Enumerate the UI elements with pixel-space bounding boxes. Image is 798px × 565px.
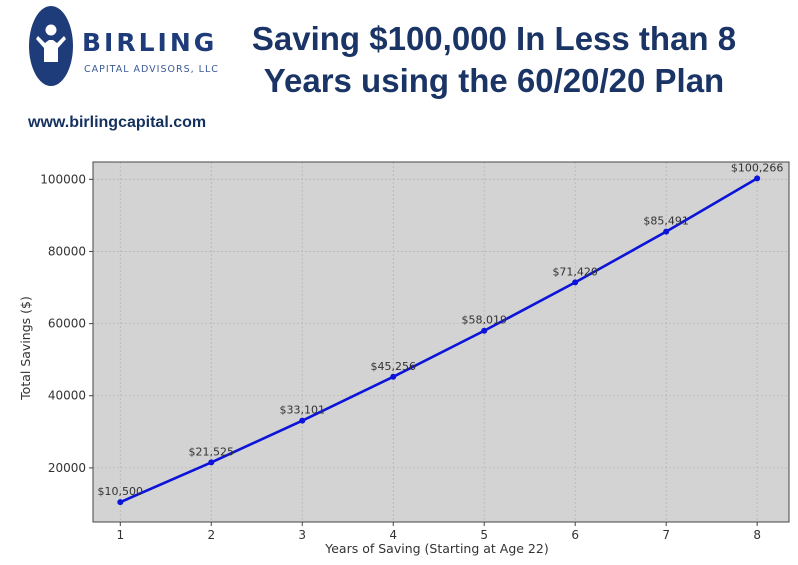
headline-line-1: Saving $100,000 In Less than 8 <box>251 20 737 57</box>
y-tick-label: 40000 <box>48 389 86 403</box>
brand-logo: BIRLING CAPITAL ADVISORS, LLC <box>28 6 218 88</box>
y-axis-ticks: 20000 40000 60000 80000 100000 <box>40 172 93 475</box>
data-label: $33,101 <box>280 404 326 417</box>
plot-frame <box>92 161 790 523</box>
series-line <box>119 177 758 504</box>
y-tick-label: 20000 <box>48 461 86 475</box>
data-point <box>208 459 215 466</box>
birling-logo-icon <box>29 6 73 86</box>
x-tick-label: 4 <box>389 528 397 542</box>
grid-lines <box>93 162 789 522</box>
x-tick-label: 2 <box>207 528 215 542</box>
data-point <box>572 279 579 286</box>
data-labels: $10,500 $21,525 $33,101 $45,256 $58,019 $71,4… <box>98 161 784 498</box>
data-points <box>117 175 761 506</box>
y-tick-label: 100000 <box>40 172 86 186</box>
y-axis-label: Total Savings ($) <box>18 296 33 401</box>
data-label: $45,256 <box>370 360 416 373</box>
headline-line-2: Years using the 60/20/20 Plan <box>263 62 725 99</box>
x-tick-label: 8 <box>753 528 761 542</box>
data-label: $71,420 <box>552 265 598 278</box>
y-tick-label: 60000 <box>48 317 86 331</box>
headline: Saving $100,000 In Less than 8 Years usi… <box>206 18 782 102</box>
x-tick-label: 3 <box>298 528 306 542</box>
x-tick-label: 1 <box>116 528 124 542</box>
x-axis-ticks: 1 2 3 4 5 6 7 8 <box>116 522 761 542</box>
brand-name: BIRLING <box>82 28 218 57</box>
data-label: $21,525 <box>189 445 235 458</box>
x-tick-label: 5 <box>480 528 488 542</box>
data-point <box>299 417 306 424</box>
data-label: $58,019 <box>461 314 507 327</box>
data-point <box>390 373 397 380</box>
data-label: $100,266 <box>731 161 784 174</box>
axes <box>92 161 790 523</box>
website-link[interactable]: www.birlingcapital.com <box>28 114 207 131</box>
y-tick-label: 80000 <box>48 244 86 258</box>
data-point <box>754 175 761 182</box>
data-point <box>663 228 670 235</box>
x-tick-label: 6 <box>571 528 579 542</box>
data-point <box>481 327 488 334</box>
x-tick-label: 7 <box>662 528 670 542</box>
x-axis-label: Years of Saving (Starting at Age 22) <box>324 541 548 556</box>
brand-tagline: CAPITAL ADVISORS, LLC <box>84 64 219 75</box>
data-label: $10,500 <box>98 485 144 498</box>
data-point <box>117 499 124 506</box>
data-label: $85,491 <box>643 215 689 228</box>
